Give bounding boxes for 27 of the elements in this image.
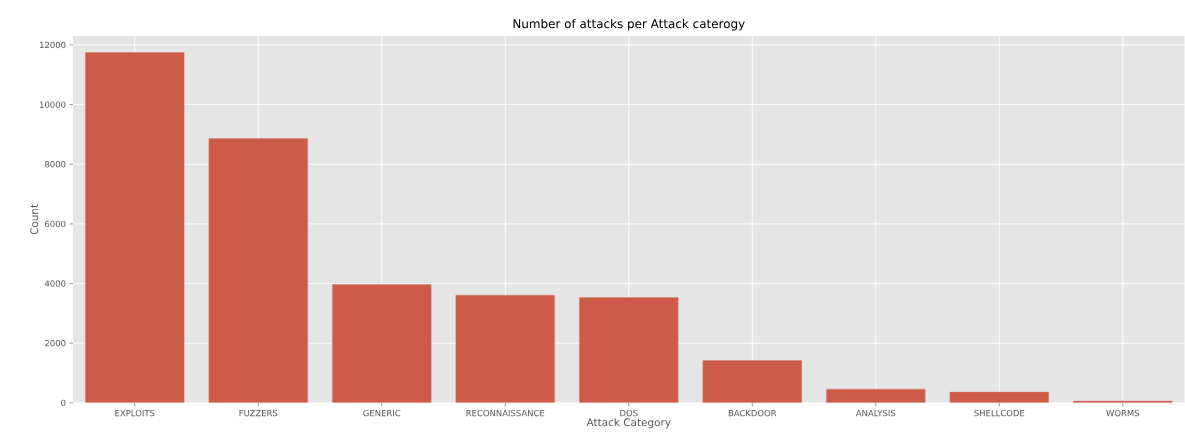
x-axis-title: Attack Category bbox=[586, 418, 671, 429]
x-tick-label: RECONNAISSANCE bbox=[466, 409, 545, 417]
bar bbox=[826, 389, 926, 403]
y-tick-label: 2000 bbox=[45, 340, 66, 347]
y-tick-label: 0 bbox=[61, 399, 66, 407]
y-tick-label: 6000 bbox=[45, 220, 66, 228]
x-tick-label: GENERIC bbox=[363, 409, 401, 417]
x-tick-label: ANALYSIS bbox=[855, 409, 896, 417]
bar bbox=[85, 52, 185, 403]
bar bbox=[208, 138, 308, 403]
y-tick-label: 8000 bbox=[45, 161, 66, 168]
x-tick-label: EXPLOITS bbox=[115, 409, 155, 417]
bar bbox=[702, 360, 802, 403]
y-tick-label: 4000 bbox=[44, 280, 66, 287]
x-tick-label: SHELLCODE bbox=[974, 409, 1025, 417]
x-tick-label: BACKDOOR bbox=[728, 409, 777, 417]
bar bbox=[455, 295, 555, 403]
x-tick-label: DOS bbox=[620, 409, 638, 417]
bar bbox=[949, 392, 1049, 403]
y-tick-label: 10000 bbox=[39, 101, 66, 108]
bar bbox=[332, 284, 432, 403]
y-axis-title: Count bbox=[30, 204, 39, 235]
bar bbox=[579, 297, 679, 403]
x-tick-label: WORMS bbox=[1106, 409, 1140, 417]
x-tick-label: FUZZERS bbox=[239, 409, 278, 417]
y-tick-label: 12000 bbox=[39, 41, 66, 49]
chart-title: Number of attacks per Attack caterogy bbox=[513, 19, 745, 31]
